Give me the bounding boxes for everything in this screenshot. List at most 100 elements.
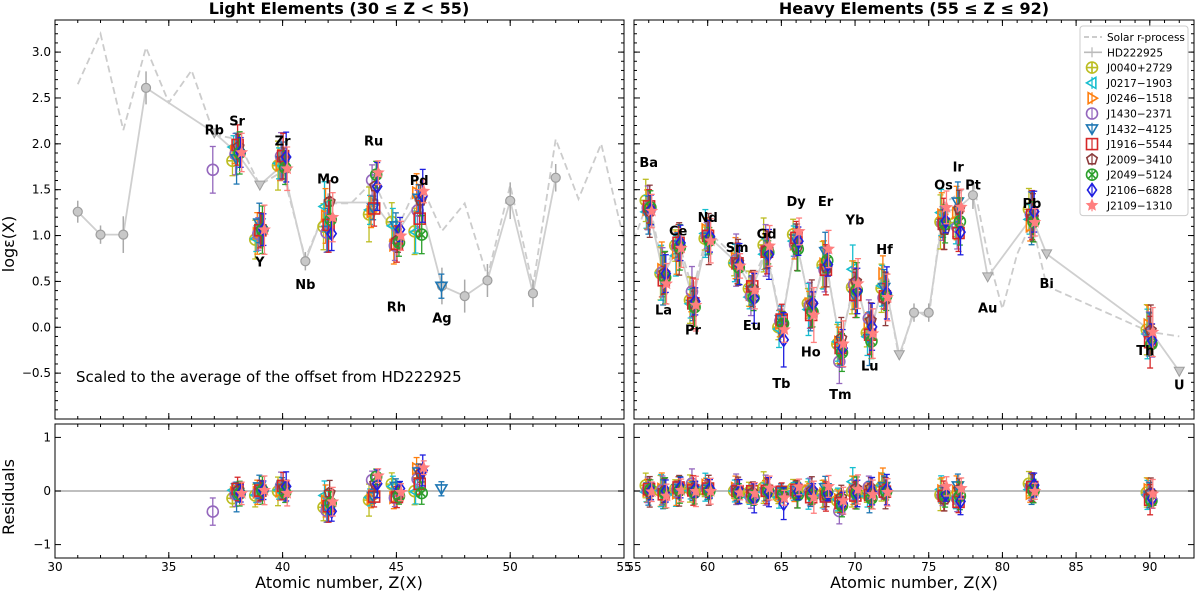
legend-label: J2009−3410 — [1106, 154, 1172, 166]
hd222925-point — [482, 275, 493, 286]
x-tick-label: 45 — [389, 560, 404, 574]
element-label: Rb — [205, 124, 224, 139]
light-top-plot-area — [72, 31, 624, 313]
element-label: Pb — [1022, 197, 1041, 212]
legend-star-marker — [1085, 168, 1099, 181]
star-point — [954, 481, 968, 494]
star-point — [704, 484, 718, 497]
y-tick-label: 0.0 — [32, 320, 51, 334]
star-point — [371, 165, 385, 179]
star-point — [822, 242, 836, 255]
marker-part — [1145, 337, 1158, 351]
star-point — [792, 480, 806, 493]
element-label: Hf — [876, 243, 893, 258]
legend: Solar r-process HD222925 J0040+2729 J0217−1… — [1079, 25, 1189, 217]
star-point — [734, 256, 745, 272]
marker-part — [324, 496, 337, 510]
x-axis-label-light: Atomic number, Z(X) — [255, 573, 423, 592]
light-panel-title: Light Elements (30 ≤ Z < 55) — [209, 0, 470, 18]
star-point — [417, 460, 431, 474]
star-point — [675, 479, 687, 496]
star-point — [822, 256, 834, 273]
star-point — [326, 494, 340, 508]
star-point — [323, 195, 336, 207]
star-point — [836, 493, 850, 507]
legend-label: J0217−1903 — [1106, 78, 1172, 90]
x-tick-label: 90 — [1142, 560, 1157, 574]
star-point — [417, 184, 431, 197]
star-point — [1146, 486, 1160, 500]
legend-star-marker — [1084, 76, 1097, 90]
hd222925-point — [118, 229, 129, 240]
star-point — [326, 210, 340, 223]
star-point — [807, 308, 821, 321]
star-point — [704, 480, 716, 497]
star-point — [235, 486, 249, 499]
legend-label: J1916−5544 — [1106, 139, 1173, 151]
marker-part — [820, 254, 834, 267]
hd222925-upper-limit — [981, 272, 994, 283]
marker-part — [791, 242, 805, 256]
star-point — [390, 237, 404, 251]
hd222925-upper-limit — [1173, 366, 1186, 378]
star-point — [954, 200, 968, 213]
star-point — [1146, 325, 1160, 338]
marker-part — [955, 217, 965, 226]
star-point — [866, 487, 880, 501]
element-label: Tb — [772, 377, 790, 392]
scaling-note: Scaled to the average of the offset from… — [76, 368, 462, 386]
hd222925-point — [967, 190, 979, 201]
legend-label: J0040+2729 — [1106, 63, 1172, 75]
x-tick-label: 40 — [275, 560, 290, 574]
star-point — [206, 505, 220, 518]
star-point — [206, 163, 220, 177]
y-axis-label-bottom: Residuals — [0, 459, 18, 535]
star-point — [763, 481, 777, 494]
star-point — [689, 298, 703, 311]
star-point — [1028, 484, 1042, 497]
legend-star-marker — [1086, 182, 1098, 198]
heavy-top-plot-area — [634, 178, 1186, 385]
star-point — [645, 201, 657, 218]
star-point — [1146, 332, 1158, 349]
marker-part — [703, 484, 716, 498]
star-point — [434, 281, 449, 294]
star-point — [881, 485, 894, 498]
marker-part — [1086, 62, 1098, 74]
star-point — [940, 486, 952, 503]
element-label: Gd — [757, 227, 777, 242]
star-point — [280, 161, 294, 175]
y-tick-label: −1 — [33, 538, 51, 552]
hd222925-line — [647, 193, 1181, 372]
element-label: Ba — [639, 156, 658, 171]
element-label: Ag — [432, 312, 451, 327]
star-point — [792, 224, 806, 237]
element-label: Ru — [364, 135, 383, 150]
element-label: Mo — [317, 172, 339, 187]
element-label: Ho — [801, 346, 821, 361]
y-tick-label: 1.0 — [32, 229, 51, 243]
x-tick-label: 55 — [616, 560, 631, 574]
element-label: Dy — [786, 195, 806, 210]
star-point — [851, 276, 865, 290]
star-point — [792, 233, 804, 250]
y-tick-label: 0.5 — [32, 274, 51, 288]
x-tick-label: 75 — [921, 560, 936, 574]
star-point — [394, 485, 408, 498]
hd222925-point — [95, 229, 106, 240]
star-point — [939, 200, 953, 213]
element-label: Pt — [965, 179, 981, 194]
y-tick-label: 2.5 — [32, 91, 51, 105]
element-label: Th — [1136, 344, 1154, 359]
x-tick-label: 50 — [503, 560, 518, 574]
element-label: Nb — [295, 278, 315, 293]
element-label: Pr — [685, 324, 702, 339]
x-tick-label: 30 — [47, 560, 62, 574]
star-point — [257, 483, 271, 496]
heavy-panel-title: Heavy Elements (55 ≤ Z ≤ 92) — [779, 0, 1049, 18]
element-label: Bi — [1039, 277, 1053, 292]
element-label: Ce — [669, 225, 688, 240]
marker-part — [415, 486, 429, 500]
star-point — [434, 484, 449, 496]
legend-star-marker — [1085, 137, 1099, 151]
